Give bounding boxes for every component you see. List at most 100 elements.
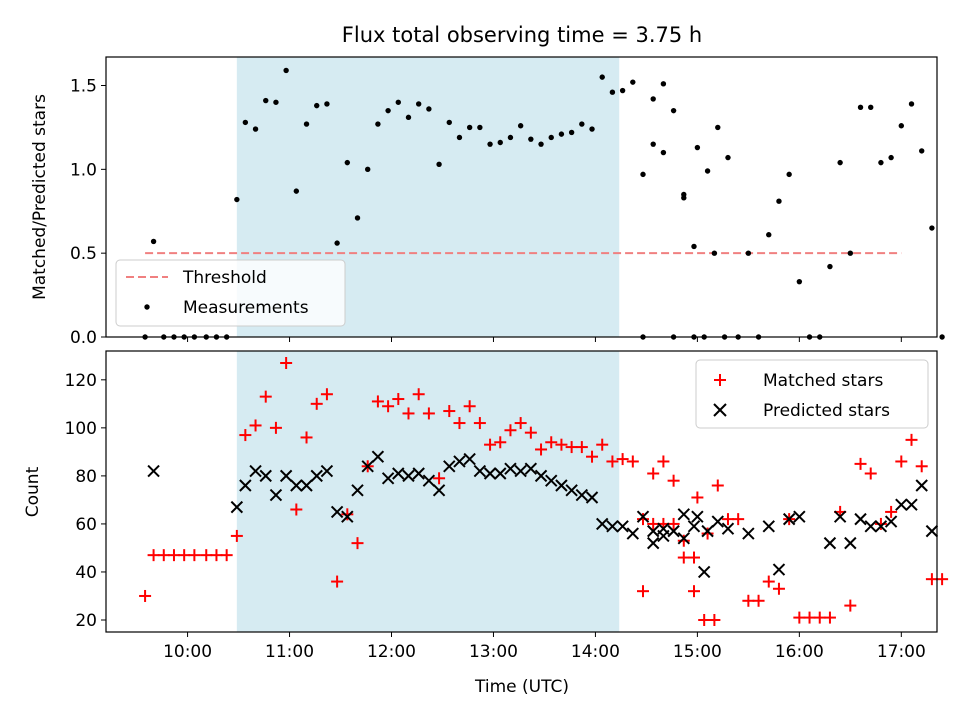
- predicted-star-point: [463, 452, 476, 466]
- predicted-star-point: [381, 472, 395, 485]
- matched-star-point: [220, 549, 233, 562]
- matched-star-point: [402, 407, 415, 420]
- top-y-ticks: 0.0 0.5 1.0 1.5: [70, 77, 106, 348]
- predicted-star-point: [596, 517, 609, 531]
- measurement-point: [150, 238, 157, 245]
- bottom-panel: 20 40 60 80 100 120 10:00 11:00 12:00 13:00 14:00…: [23, 350, 949, 697]
- matched-star-point: [854, 457, 867, 470]
- predicted-star-point: [361, 460, 374, 473]
- measurement-point: [776, 198, 782, 204]
- legend-threshold-label: Threshold: [182, 268, 267, 288]
- predicted-star-point: [432, 484, 446, 497]
- matched-star-point: [793, 611, 806, 624]
- predicted-star-point: [895, 498, 908, 511]
- matched-star-point: [667, 474, 680, 487]
- matched-star-point: [915, 460, 928, 473]
- measurement-point: [660, 81, 667, 87]
- predicted-star-point: [606, 520, 619, 533]
- legend-matched-swatch: [714, 374, 726, 386]
- measurement-point: [929, 225, 935, 231]
- matched-star-point: [844, 599, 857, 612]
- matched-star-point: [575, 441, 588, 454]
- measurement-point: [609, 89, 616, 95]
- measurement-point: [568, 129, 575, 136]
- matched-star-point: [803, 611, 816, 624]
- measurement-point: [517, 123, 524, 129]
- measurement-point: [334, 240, 340, 246]
- matched-star-point: [698, 613, 711, 626]
- matched-star-point: [637, 513, 650, 526]
- measurement-point: [234, 196, 240, 203]
- matched-star-point: [864, 467, 877, 480]
- matched-star-point: [453, 417, 466, 430]
- measurement-point: [324, 101, 330, 107]
- matched-star-point: [351, 537, 364, 550]
- matched-star-point: [167, 549, 180, 562]
- matched-star-point: [687, 585, 700, 598]
- matched-star-point: [677, 534, 690, 547]
- matched-star-point: [484, 438, 497, 451]
- x-tick-label: 16:00: [775, 642, 824, 662]
- top-axes-frame: [105, 56, 938, 338]
- predicted-star-point: [494, 467, 507, 480]
- predicted-star-point: [341, 510, 354, 523]
- measurement-point: [640, 171, 646, 178]
- measurement-point: [293, 188, 300, 194]
- y-tick-label: 0.5: [70, 244, 97, 264]
- matched-star-point: [732, 513, 745, 526]
- matched-star-point: [823, 611, 836, 624]
- matched-star-point: [524, 426, 537, 439]
- predicted-star-point: [874, 520, 888, 533]
- predicted-star-point: [422, 474, 436, 487]
- matched-star-point: [147, 549, 160, 562]
- predicted-star-point: [721, 522, 735, 535]
- measurement-point: [579, 121, 585, 127]
- predicted-star-point: [524, 462, 538, 475]
- x-tick-label: 10:00: [163, 642, 212, 662]
- matched-star-point: [637, 585, 650, 598]
- matched-star-point: [742, 594, 755, 607]
- top-legend-box: [115, 259, 346, 327]
- predicted-star-point: [412, 467, 425, 480]
- legend-measurements-label: Measurements: [183, 298, 309, 318]
- predicted-star-point: [402, 469, 415, 483]
- matched-star-point: [772, 582, 785, 595]
- matched-star-point: [925, 573, 938, 586]
- measurement-point: [405, 114, 412, 121]
- matched-star-point: [200, 549, 213, 562]
- predicted-star-point: [833, 510, 847, 523]
- measurement-point: [466, 124, 473, 131]
- matched-star-point: [721, 513, 734, 526]
- predicted-star-point: [677, 532, 690, 545]
- measurement-points: [142, 67, 945, 340]
- matched-star-point: [178, 549, 191, 562]
- matched-star-point: [514, 417, 527, 430]
- predicted-star-point: [300, 479, 313, 492]
- measurement-point: [599, 74, 605, 80]
- matched-star-point: [647, 467, 660, 480]
- predicted-star-point: [646, 536, 660, 550]
- y-tick-label: 100: [65, 419, 97, 439]
- matched-star-point: [885, 505, 898, 518]
- top-x-ticks: [187, 337, 902, 342]
- bottom-y-ticks: 20 40 60 80 100 120: [65, 371, 106, 631]
- matched-star-point: [606, 455, 619, 468]
- x-tick-label: 14:00: [571, 642, 620, 662]
- bottom-x-ticks: 10:00 11:00 12:00 13:00 14:00 15:00 16:00 17:00: [163, 632, 926, 662]
- measurement-point: [868, 104, 874, 110]
- measurement-point: [283, 67, 289, 74]
- measurement-point: [385, 107, 391, 114]
- measurement-point: [487, 141, 493, 147]
- measurement-point: [837, 159, 843, 166]
- matched-star-point: [535, 443, 548, 456]
- measurement-point: [436, 161, 442, 168]
- matched-star-point: [473, 417, 486, 430]
- measurement-point: [704, 168, 711, 174]
- measurement-point: [344, 159, 351, 166]
- matched-star-point: [259, 390, 272, 403]
- matched-star-point: [936, 573, 949, 586]
- matched-star-point: [586, 450, 599, 463]
- matched-star-point: [711, 479, 724, 492]
- measurement-point: [681, 191, 687, 198]
- legend-predicted-label: Predicted stars: [763, 401, 890, 421]
